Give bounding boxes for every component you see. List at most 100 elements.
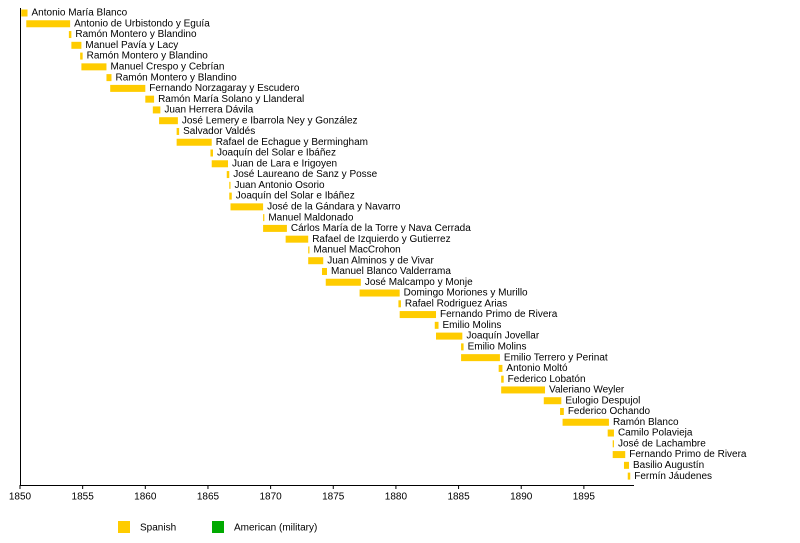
bar — [359, 289, 400, 297]
bar — [80, 52, 83, 60]
legend-label: American (military) — [234, 523, 317, 534]
bar-label: Fernando Norzagaray y Escudero — [149, 83, 300, 94]
bar — [398, 300, 401, 308]
bar — [399, 311, 437, 319]
bar — [26, 20, 71, 28]
bar — [145, 95, 155, 103]
bar — [325, 278, 361, 286]
bar — [501, 375, 504, 383]
bar-label: Emilio Terrero y Perinat — [504, 352, 608, 363]
bar-label: Eulogio Despujol — [565, 395, 640, 406]
bar — [226, 171, 230, 179]
bar — [263, 214, 265, 222]
x-tick-label: 1860 — [134, 492, 157, 503]
bar-label: Manuel Pavía y Lacy — [85, 40, 178, 51]
bar — [434, 321, 439, 329]
x-tick-label: 1850 — [9, 492, 32, 503]
bar — [501, 386, 546, 394]
bar-label: Ramón Montero y Blandino — [87, 51, 209, 62]
bar-label: Salvador Valdés — [183, 126, 255, 137]
bar-label: Manuel Crespo y Cebrían — [110, 61, 224, 72]
bar-label: Emilio Molins — [443, 320, 502, 331]
x-tick-label: 1865 — [197, 492, 220, 503]
bar-label: Juan de Lara e Irigoyen — [232, 158, 337, 169]
bar — [71, 41, 82, 49]
bar — [229, 192, 232, 200]
bar — [159, 117, 178, 125]
bar — [211, 160, 229, 168]
bar — [230, 203, 264, 211]
bar — [285, 235, 309, 243]
bar-label: Ramón Montero y Blandino — [75, 29, 197, 40]
legend-swatch — [212, 521, 224, 533]
bar-label: Valeriano Weyler — [549, 385, 625, 396]
bar-label: Rafael de Echague y Bermingham — [216, 137, 368, 148]
bar — [543, 397, 562, 405]
bar — [560, 407, 564, 415]
bar — [461, 354, 500, 362]
bar — [263, 224, 287, 232]
bar — [176, 138, 212, 146]
bar-label: Antonio María Blanco — [32, 8, 128, 19]
x-tick-label: 1875 — [322, 492, 345, 503]
bar — [21, 9, 28, 17]
bar — [106, 74, 112, 82]
legend-label: Spanish — [140, 523, 176, 534]
bar — [308, 246, 310, 254]
bar-label: Ramón Blanco — [613, 417, 679, 428]
bar — [176, 127, 180, 135]
bar-label: Joaquín del Solar e Ibáñez — [236, 191, 355, 202]
bar — [612, 440, 614, 448]
bar — [81, 63, 107, 71]
bar-label: Camilo Polavieja — [618, 428, 693, 439]
bar — [498, 364, 503, 372]
bar-label: José Lemery e Ibarrola Ney y González — [182, 115, 358, 126]
bar-label: Juan Alminos y de Vivar — [327, 255, 434, 266]
bar-label: Ramón Montero y Blandino — [115, 72, 237, 83]
bar-label: Emilio Molins — [468, 342, 527, 353]
bar — [562, 418, 609, 426]
bar-label: Rafael de Izquierdo y Gutierrez — [312, 234, 450, 245]
x-tick-label: 1870 — [259, 492, 282, 503]
bar — [623, 461, 629, 469]
bar — [627, 472, 631, 480]
bar-label: José de la Gándara y Navarro — [267, 202, 401, 213]
bar-label: José de Lachambre — [618, 438, 706, 449]
bar-label: Manuel MacCrohon — [313, 245, 400, 256]
bar — [210, 149, 213, 157]
bar — [321, 267, 327, 275]
bar-label: Manuel Maldonado — [268, 212, 353, 223]
bar-label: Ramón María Solano y Llanderal — [158, 94, 304, 105]
bar-label: Domingo Moriones y Murillo — [404, 288, 528, 299]
bar-label: José Malcampo y Monje — [365, 277, 473, 288]
bar-label: Manuel Blanco Valderrama — [331, 266, 451, 277]
bar-label: Basilio Augustín — [633, 460, 704, 471]
bar-label: Antonio Moltó — [506, 363, 568, 374]
legend-swatch — [118, 521, 130, 533]
bar-label: Juan Herrera Dávila — [164, 105, 253, 116]
x-tick-label: 1885 — [447, 492, 470, 503]
bar-label: Juan Antonio Osorio — [235, 180, 325, 191]
bar — [229, 181, 231, 189]
bar-label: Joaquín del Solar e Ibáñez — [217, 148, 336, 159]
bar — [612, 451, 626, 459]
bar-label: Fermín Jáudenes — [634, 471, 712, 482]
bar-label: José Laureano de Sanz y Posse — [233, 169, 377, 180]
bar-label: Fernando Primo de Rivera — [440, 309, 558, 320]
bar — [436, 332, 463, 340]
x-tick-label: 1880 — [385, 492, 408, 503]
x-tick-label: 1855 — [72, 492, 95, 503]
bar-label: Rafael Rodriguez Arias — [405, 298, 507, 309]
bar — [110, 84, 146, 92]
bar — [461, 343, 464, 351]
bar-label: Fernando Primo de Rivera — [629, 449, 747, 460]
bar — [68, 31, 72, 39]
bar — [308, 257, 324, 265]
bar-label: Cárlos María de la Torre y Nava Cerrada — [291, 223, 471, 234]
x-tick-label: 1890 — [510, 492, 533, 503]
bar-label: Federico Lobatón — [508, 374, 586, 385]
bar — [607, 429, 614, 437]
bar-label: Antonio de Urbistondo y Eguía — [74, 18, 210, 29]
